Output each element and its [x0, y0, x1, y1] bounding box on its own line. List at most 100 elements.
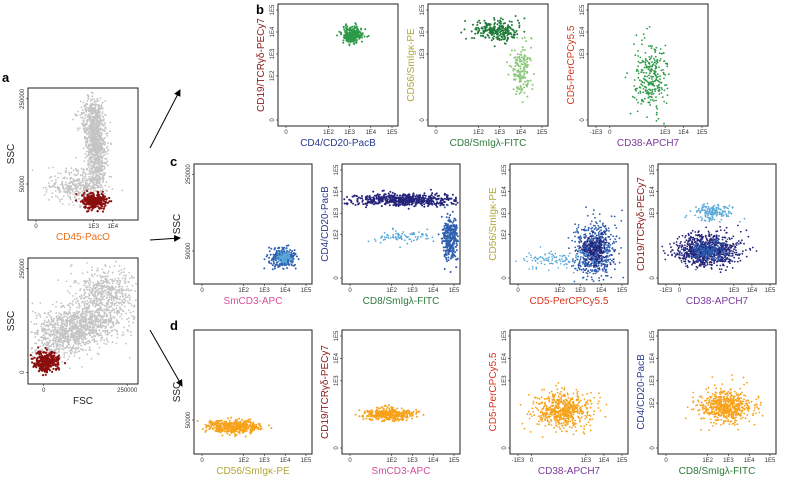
data-point — [31, 355, 34, 358]
data-point — [510, 24, 513, 26]
data-point — [484, 27, 487, 30]
data-point — [82, 123, 85, 125]
data-point — [104, 278, 106, 281]
data-point — [89, 283, 91, 285]
data-point — [107, 280, 110, 283]
data-point — [111, 295, 114, 297]
data-point — [132, 276, 135, 279]
data-point — [131, 304, 133, 307]
data-point — [116, 333, 119, 336]
data-point — [52, 166, 54, 169]
data-point — [61, 185, 64, 188]
data-point — [62, 343, 64, 345]
data-point — [107, 148, 110, 151]
data-point — [120, 303, 123, 306]
data-point — [59, 316, 62, 318]
data-point — [111, 326, 113, 329]
data-point — [79, 204, 81, 207]
data-point — [63, 328, 66, 331]
data-point — [64, 336, 67, 339]
data-point — [345, 32, 348, 35]
data-point — [98, 114, 100, 117]
data-point — [497, 37, 500, 40]
data-point — [113, 308, 116, 311]
data-point — [88, 166, 91, 169]
data-point — [106, 333, 109, 335]
data-point — [107, 304, 109, 306]
data-point — [90, 187, 93, 190]
data-point — [63, 353, 66, 356]
data-point — [64, 347, 67, 349]
data-point — [110, 302, 113, 305]
data-point — [94, 129, 96, 132]
data-point — [67, 347, 70, 349]
data-point — [510, 49, 513, 52]
data-point — [97, 162, 99, 164]
data-point — [75, 325, 77, 328]
plot-frame — [427, 3, 549, 127]
data-point — [49, 335, 52, 338]
data-point — [93, 337, 95, 340]
data-point — [101, 138, 103, 140]
data-point — [637, 92, 640, 94]
data-point — [514, 65, 517, 67]
data-point — [74, 113, 77, 115]
panel-label-d: d — [170, 318, 178, 333]
data-point — [74, 114, 77, 117]
data-point — [72, 304, 74, 306]
data-point — [96, 343, 99, 345]
data-point — [100, 192, 103, 195]
data-point — [88, 127, 91, 130]
data-point — [659, 58, 662, 60]
data-point — [56, 196, 59, 199]
data-point — [354, 22, 357, 25]
data-point — [662, 52, 665, 54]
data-point — [72, 317, 75, 320]
data-point — [94, 163, 97, 165]
data-point — [93, 197, 96, 201]
data-point — [95, 165, 98, 168]
data-point — [649, 104, 652, 106]
data-point — [91, 176, 94, 179]
data-point — [104, 157, 107, 160]
x-tick-label: 0 — [284, 130, 288, 136]
data-point — [49, 310, 52, 312]
data-point — [113, 299, 116, 302]
data-point — [134, 299, 137, 301]
data-point — [82, 188, 85, 191]
data-point — [84, 117, 87, 120]
data-point — [60, 329, 62, 332]
data-point — [108, 186, 110, 188]
arrow-to-c — [149, 234, 181, 242]
data-point — [641, 39, 643, 42]
data-point — [637, 76, 640, 79]
data-point — [59, 200, 62, 203]
data-point — [124, 300, 126, 303]
data-point — [69, 197, 72, 200]
data-point — [54, 186, 56, 189]
y-tick-label: 1E4 — [580, 26, 586, 37]
data-point — [46, 362, 49, 365]
data-point — [93, 164, 95, 167]
data-point — [95, 340, 98, 343]
data-point — [110, 334, 113, 337]
data-point — [63, 316, 65, 318]
data-point — [84, 332, 87, 335]
data-point — [522, 83, 525, 86]
y-axis-title: CD56/SmIgκ-PE — [406, 28, 417, 102]
data-point — [527, 80, 530, 82]
data-point — [63, 324, 66, 326]
x-tick-label: 0 — [608, 130, 612, 136]
data-point — [71, 350, 73, 353]
data-point — [46, 354, 49, 357]
data-point — [104, 141, 106, 144]
data-point — [91, 318, 94, 321]
y-tick-label: 1E2 — [270, 70, 276, 81]
data-point — [85, 102, 88, 105]
data-point — [499, 19, 502, 22]
data-point — [62, 334, 65, 336]
data-point — [666, 62, 669, 65]
data-point — [103, 312, 106, 315]
data-point — [62, 177, 65, 180]
data-point — [84, 343, 87, 346]
